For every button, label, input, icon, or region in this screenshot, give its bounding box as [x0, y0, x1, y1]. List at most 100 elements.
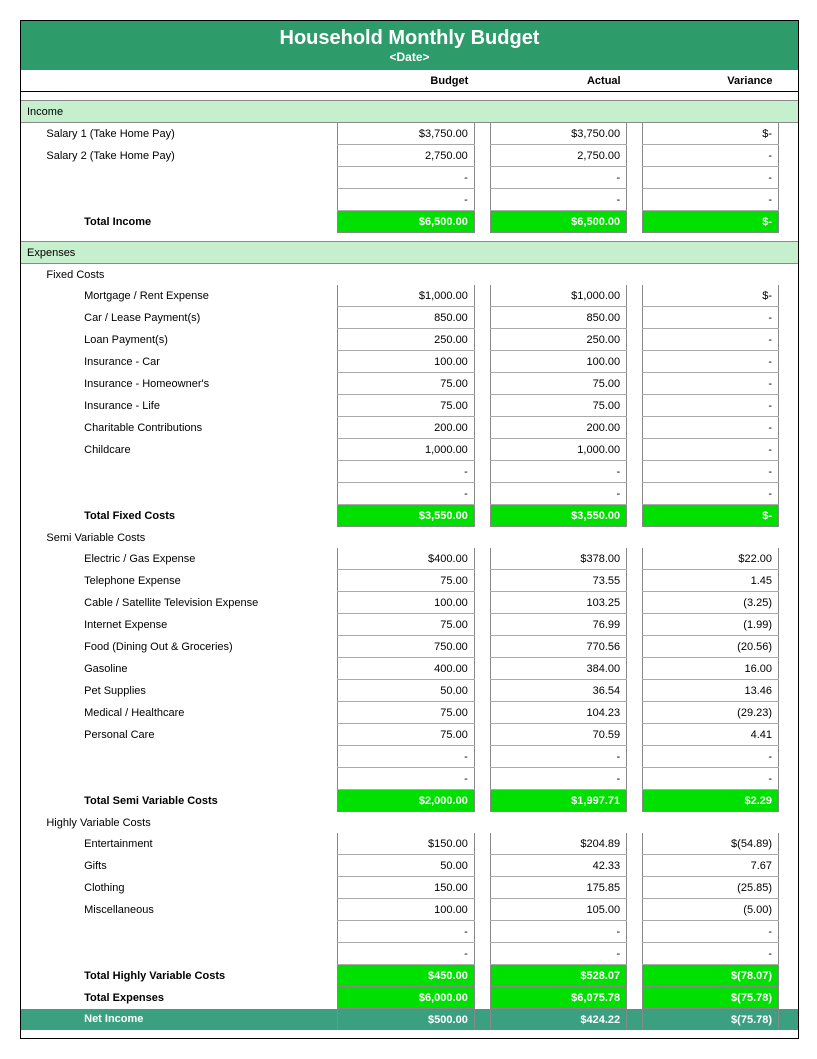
budget-cell: $3,750.00	[338, 123, 475, 145]
budget-table: Budget Actual Variance Income Salary 1 (…	[21, 70, 798, 1038]
variance-cell: -	[642, 439, 778, 461]
row-label: Salary 1 (Take Home Pay)	[40, 123, 337, 145]
variance-cell: -	[642, 483, 778, 505]
actual-cell: -	[490, 746, 627, 768]
date-placeholder: <Date>	[21, 50, 798, 68]
actual-cell: $1,000.00	[490, 285, 627, 307]
actual-cell: 36.54	[490, 680, 627, 702]
table-row: ---	[21, 483, 798, 505]
variance-cell: -	[642, 373, 778, 395]
variance-cell: -	[642, 746, 778, 768]
table-row: Medical / Healthcare75.00104.23(29.23)	[21, 702, 798, 724]
budget-cell: 100.00	[338, 592, 475, 614]
row-label: Car / Lease Payment(s)	[78, 307, 338, 329]
table-row: Loan Payment(s)250.00250.00-	[21, 329, 798, 351]
row-label: Insurance - Life	[78, 395, 338, 417]
budget-cell: -	[338, 768, 475, 790]
row-label	[78, 461, 338, 483]
row-label: Electric / Gas Expense	[78, 548, 338, 570]
table-row: Pet Supplies50.0036.5413.46	[21, 680, 798, 702]
header-budget: Budget	[338, 70, 475, 92]
row-label: Childcare	[78, 439, 338, 461]
budget-cell: -	[338, 483, 475, 505]
budget-cell: 50.00	[338, 855, 475, 877]
expenses-section-header: Expenses	[21, 242, 798, 264]
variance-cell: (25.85)	[642, 877, 778, 899]
expenses-total-row: Total Expenses $6,000.00 $6,075.78 $(75.…	[21, 987, 798, 1009]
semi-total-row: Total Semi Variable Costs $2,000.00 $1,9…	[21, 790, 798, 812]
row-label: Entertainment	[78, 833, 338, 855]
budget-cell: 75.00	[338, 373, 475, 395]
row-label: Gasoline	[78, 658, 338, 680]
actual-cell: 384.00	[490, 658, 627, 680]
actual-cell: -	[490, 483, 627, 505]
actual-cell: $204.89	[490, 833, 627, 855]
row-label	[40, 189, 337, 211]
budget-cell: -	[338, 461, 475, 483]
variance-cell: 7.67	[642, 855, 778, 877]
variance-cell: (1.99)	[642, 614, 778, 636]
budget-cell: -	[338, 943, 475, 965]
budget-cell: 75.00	[338, 702, 475, 724]
row-label: Insurance - Homeowner's	[78, 373, 338, 395]
table-row: Salary 2 (Take Home Pay)2,750.002,750.00…	[21, 145, 798, 167]
budget-cell: 150.00	[338, 877, 475, 899]
row-label	[78, 483, 338, 505]
income-section-header: Income	[21, 101, 798, 123]
row-label	[78, 746, 338, 768]
budget-cell: 750.00	[338, 636, 475, 658]
variance-cell: (20.56)	[642, 636, 778, 658]
actual-cell: -	[490, 943, 627, 965]
page-title: Household Monthly Budget	[21, 27, 798, 50]
variance-cell: -	[642, 943, 778, 965]
variance-cell: -	[642, 167, 778, 189]
fixed-total-row: Total Fixed Costs $3,550.00 $3,550.00 $-	[21, 505, 798, 527]
net-income-row: Net Income $500.00 $424.22 $(75.78)	[21, 1009, 798, 1031]
row-label	[78, 768, 338, 790]
actual-cell: 250.00	[490, 329, 627, 351]
budget-cell: $1,000.00	[338, 285, 475, 307]
table-row: ---	[21, 768, 798, 790]
budget-cell: -	[338, 746, 475, 768]
budget-cell: 400.00	[338, 658, 475, 680]
table-row: Internet Expense75.0076.99(1.99)	[21, 614, 798, 636]
budget-cell: $400.00	[338, 548, 475, 570]
budget-cell: 1,000.00	[338, 439, 475, 461]
table-row: ---	[21, 746, 798, 768]
actual-cell: 105.00	[490, 899, 627, 921]
variance-cell: $(54.89)	[642, 833, 778, 855]
table-row: ---	[21, 461, 798, 483]
variance-cell: 13.46	[642, 680, 778, 702]
highly-costs-header: Highly Variable Costs	[21, 812, 798, 834]
column-headers: Budget Actual Variance	[21, 70, 798, 92]
table-row: Personal Care75.0070.594.41	[21, 724, 798, 746]
table-row: Miscellaneous100.00105.00(5.00)	[21, 899, 798, 921]
row-label: Salary 2 (Take Home Pay)	[40, 145, 337, 167]
table-row: Gasoline400.00384.0016.00	[21, 658, 798, 680]
budget-cell: 250.00	[338, 329, 475, 351]
budget-cell: 75.00	[338, 395, 475, 417]
variance-cell: 1.45	[642, 570, 778, 592]
variance-cell: -	[642, 461, 778, 483]
budget-cell: 850.00	[338, 307, 475, 329]
row-label: Personal Care	[78, 724, 338, 746]
actual-cell: 850.00	[490, 307, 627, 329]
table-row: ---	[21, 167, 798, 189]
actual-cell: 75.00	[490, 373, 627, 395]
actual-cell: 1,000.00	[490, 439, 627, 461]
budget-cell: -	[338, 167, 475, 189]
variance-cell: $-	[642, 123, 778, 145]
variance-cell: -	[642, 417, 778, 439]
table-row: Mortgage / Rent Expense$1,000.00$1,000.0…	[21, 285, 798, 307]
actual-cell: 770.56	[490, 636, 627, 658]
variance-cell: -	[642, 189, 778, 211]
actual-cell: 42.33	[490, 855, 627, 877]
table-row: Cable / Satellite Television Expense100.…	[21, 592, 798, 614]
row-label: Pet Supplies	[78, 680, 338, 702]
budget-cell: 2,750.00	[338, 145, 475, 167]
actual-cell: 175.85	[490, 877, 627, 899]
row-label	[40, 167, 337, 189]
row-label: Loan Payment(s)	[78, 329, 338, 351]
row-label	[78, 921, 338, 943]
table-row: Car / Lease Payment(s)850.00850.00-	[21, 307, 798, 329]
